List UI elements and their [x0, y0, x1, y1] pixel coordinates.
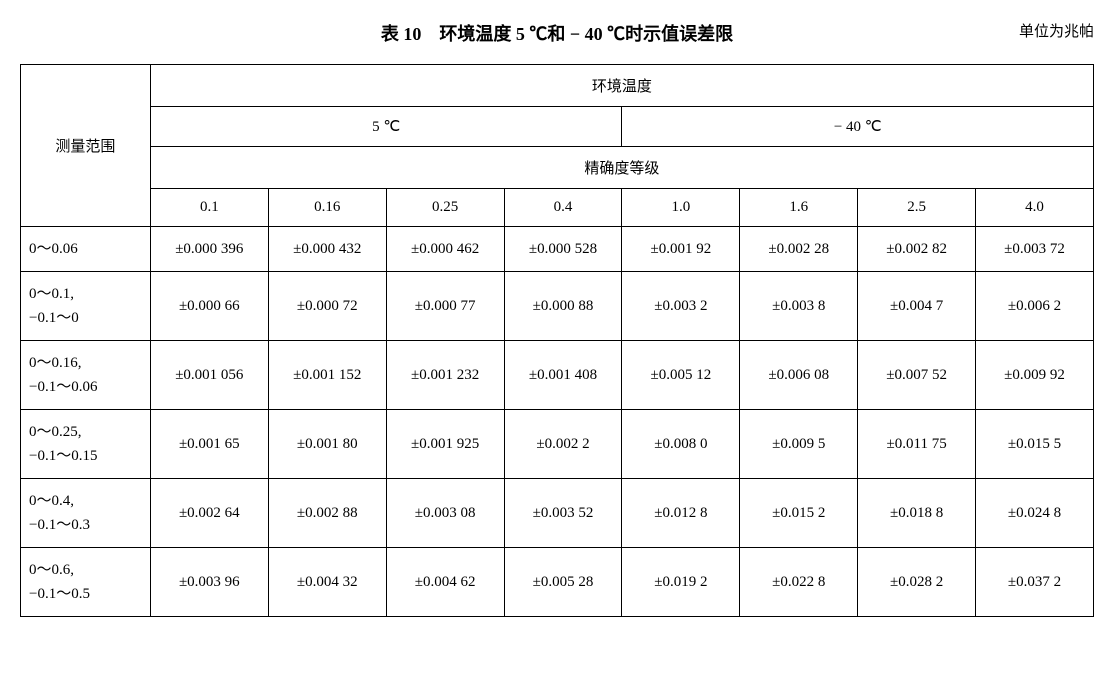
- accuracy-col-header: 0.4: [504, 189, 622, 227]
- temp-m40c-header: − 40 ℃: [622, 107, 1094, 147]
- accuracy-col-header: 1.0: [622, 189, 740, 227]
- accuracy-col-header: 2.5: [858, 189, 976, 227]
- table-header-row: 精确度等级: [21, 147, 1094, 189]
- data-cell: ±0.002 2: [504, 410, 622, 479]
- table-body: 0～0.06±0.000 396±0.000 432±0.000 462±0.0…: [21, 227, 1094, 617]
- data-cell: ±0.003 72: [976, 227, 1094, 272]
- data-cell: ±0.009 5: [740, 410, 858, 479]
- range-cell: 0～0.16,−0.1～0.06: [21, 341, 151, 410]
- data-cell: ±0.006 2: [976, 272, 1094, 341]
- table-row: 0～0.16,−0.1～0.06±0.001 056±0.001 152±0.0…: [21, 341, 1094, 410]
- data-cell: ±0.015 5: [976, 410, 1094, 479]
- error-limit-table: 测量范围 环境温度 5 ℃ − 40 ℃ 精确度等级 0.1 0.16 0.25…: [20, 64, 1094, 617]
- accuracy-col-header: 4.0: [976, 189, 1094, 227]
- data-cell: ±0.018 8: [858, 479, 976, 548]
- table-row: 0～0.25,−0.1～0.15±0.001 65±0.001 80±0.001…: [21, 410, 1094, 479]
- data-cell: ±0.005 28: [504, 548, 622, 617]
- range-cell: 0～0.4,−0.1～0.3: [21, 479, 151, 548]
- table-row: 0～0.6,−0.1～0.5±0.003 96±0.004 32±0.004 6…: [21, 548, 1094, 617]
- data-cell: ±0.028 2: [858, 548, 976, 617]
- table-row: 0～0.06±0.000 396±0.000 432±0.000 462±0.0…: [21, 227, 1094, 272]
- env-temp-header: 环境温度: [150, 65, 1093, 107]
- data-cell: ±0.001 92: [622, 227, 740, 272]
- range-cell: 0～0.06: [21, 227, 151, 272]
- data-cell: ±0.019 2: [622, 548, 740, 617]
- data-cell: ±0.004 7: [858, 272, 976, 341]
- table-unit: 单位为兆帕: [1019, 20, 1094, 41]
- data-cell: ±0.000 396: [150, 227, 268, 272]
- data-cell: ±0.000 528: [504, 227, 622, 272]
- data-cell: ±0.002 82: [858, 227, 976, 272]
- data-cell: ±0.005 12: [622, 341, 740, 410]
- accuracy-col-header: 0.25: [386, 189, 504, 227]
- range-cell: 0～0.1,−0.1～0: [21, 272, 151, 341]
- table-header-row: 5 ℃ − 40 ℃: [21, 107, 1094, 147]
- data-cell: ±0.006 08: [740, 341, 858, 410]
- range-cell: 0～0.6,−0.1～0.5: [21, 548, 151, 617]
- data-cell: ±0.001 925: [386, 410, 504, 479]
- data-cell: ±0.001 232: [386, 341, 504, 410]
- table-header-row: 测量范围 环境温度: [21, 65, 1094, 107]
- data-cell: ±0.024 8: [976, 479, 1094, 548]
- data-cell: ±0.003 8: [740, 272, 858, 341]
- data-cell: ±0.000 72: [268, 272, 386, 341]
- data-cell: ±0.003 96: [150, 548, 268, 617]
- data-cell: ±0.001 152: [268, 341, 386, 410]
- table-row: 0～0.1,−0.1～0±0.000 66±0.000 72±0.000 77±…: [21, 272, 1094, 341]
- data-cell: ±0.008 0: [622, 410, 740, 479]
- data-cell: ±0.022 8: [740, 548, 858, 617]
- table-row: 0～0.4,−0.1～0.3±0.002 64±0.002 88±0.003 0…: [21, 479, 1094, 548]
- accuracy-col-header: 0.16: [268, 189, 386, 227]
- data-cell: ±0.001 80: [268, 410, 386, 479]
- table-title: 表 10 环境温度 5 ℃和 − 40 ℃时示值误差限: [381, 20, 733, 46]
- data-cell: ±0.000 77: [386, 272, 504, 341]
- data-cell: ±0.000 432: [268, 227, 386, 272]
- table-header-row: 0.1 0.16 0.25 0.4 1.0 1.6 2.5 4.0: [21, 189, 1094, 227]
- accuracy-col-header: 1.6: [740, 189, 858, 227]
- accuracy-col-header: 0.1: [150, 189, 268, 227]
- accuracy-header: 精确度等级: [150, 147, 1093, 189]
- data-cell: ±0.037 2: [976, 548, 1094, 617]
- data-cell: ±0.000 66: [150, 272, 268, 341]
- range-header: 测量范围: [21, 65, 151, 227]
- range-cell: 0～0.25,−0.1～0.15: [21, 410, 151, 479]
- data-cell: ±0.001 408: [504, 341, 622, 410]
- temp-5c-header: 5 ℃: [150, 107, 622, 147]
- data-cell: ±0.000 88: [504, 272, 622, 341]
- data-cell: ±0.015 2: [740, 479, 858, 548]
- data-cell: ±0.002 28: [740, 227, 858, 272]
- data-cell: ±0.012 8: [622, 479, 740, 548]
- data-cell: ±0.003 2: [622, 272, 740, 341]
- data-cell: ±0.002 64: [150, 479, 268, 548]
- data-cell: ±0.004 32: [268, 548, 386, 617]
- data-cell: ±0.002 88: [268, 479, 386, 548]
- data-cell: ±0.003 52: [504, 479, 622, 548]
- data-cell: ±0.000 462: [386, 227, 504, 272]
- data-cell: ±0.003 08: [386, 479, 504, 548]
- data-cell: ±0.001 65: [150, 410, 268, 479]
- data-cell: ±0.001 056: [150, 341, 268, 410]
- data-cell: ±0.009 92: [976, 341, 1094, 410]
- data-cell: ±0.007 52: [858, 341, 976, 410]
- data-cell: ±0.004 62: [386, 548, 504, 617]
- data-cell: ±0.011 75: [858, 410, 976, 479]
